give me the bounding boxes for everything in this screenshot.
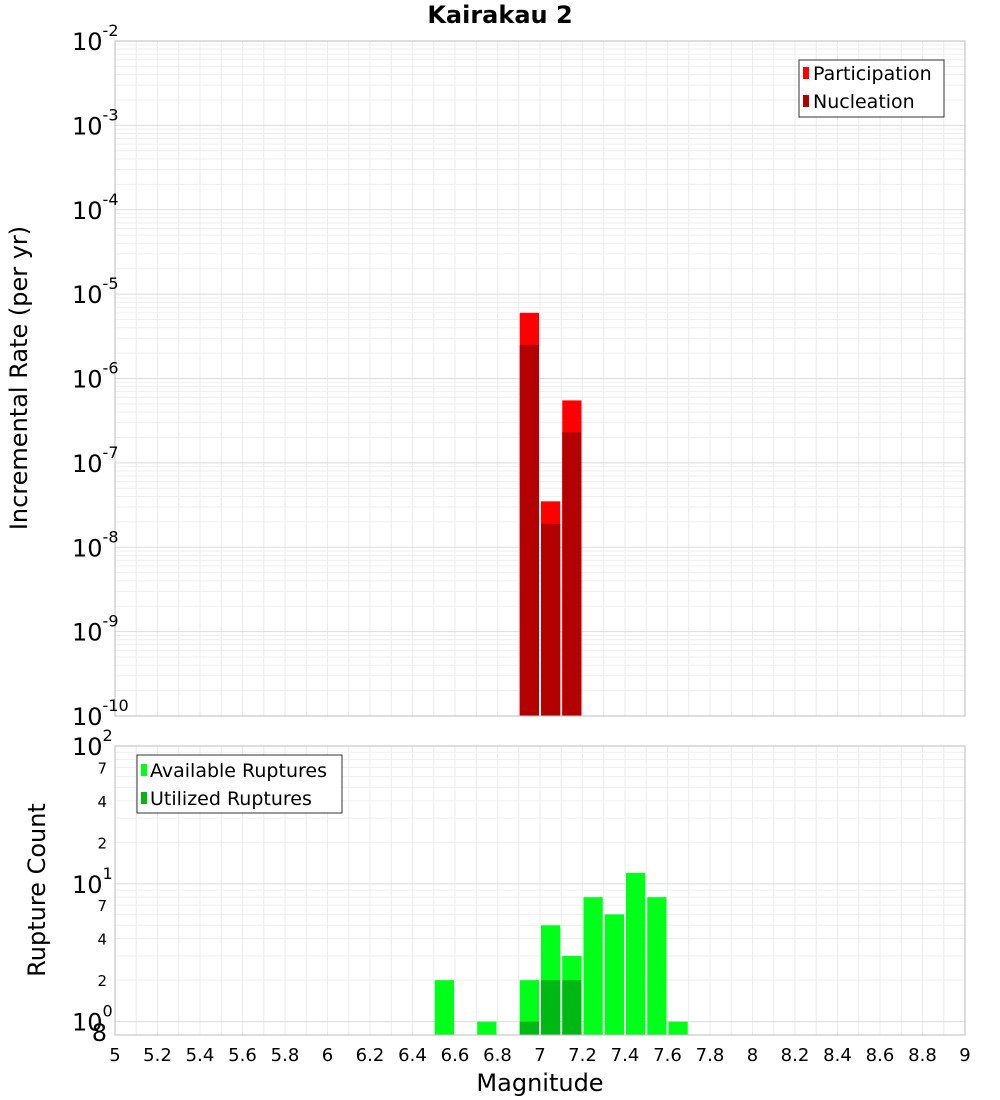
- bottom-y-minor-tick-label: 7: [97, 759, 107, 777]
- bottom-legend-label: Available Ruptures: [150, 760, 327, 782]
- top-gridlines: [114, 41, 966, 717]
- bottom-y-tick-label: 102: [72, 726, 113, 761]
- top-y-tick-label: 10-7: [72, 443, 119, 478]
- bottom-bar-utilized-ruptures: [519, 1021, 539, 1035]
- top-y-tick-label: 10-10: [72, 696, 129, 731]
- top-legend-label: Participation: [813, 63, 932, 85]
- top-y-tick-label: 10-3: [72, 105, 119, 140]
- top-panel: 10-10 10-9 10-8 10-7 10-6 10-5 10-4 10-3 10-2 In…: [5, 21, 966, 731]
- bottom-bar-available-ruptures: [583, 897, 603, 1035]
- bottom-bar-available-ruptures: [626, 872, 646, 1035]
- bottom-bar-available-ruptures: [647, 897, 667, 1035]
- bottom-bar-available-ruptures: [668, 1021, 688, 1035]
- bottom-y-tick-labels: 100 101 102 8 2 4 7 2 4 7: [72, 726, 113, 1047]
- top-y-axis-title: Incremental Rate (per yr): [5, 226, 33, 530]
- bottom-y-tick-label: 101: [72, 864, 113, 899]
- x-tick-label: 6.6: [441, 1045, 470, 1066]
- bottom-y-minor-tick-label: 4: [97, 931, 107, 949]
- bottom-legend: Available Ruptures Utilized Ruptures: [136, 754, 343, 814]
- chart-title: Kairakau 2: [427, 1, 572, 29]
- top-y-tick-label: 10-8: [72, 527, 119, 562]
- x-tick-label: 5.2: [143, 1045, 172, 1066]
- x-tick-labels: 5 5.2 5.4 5.6 5.8 6 6.2 6.4 6.6 6.8 7 7.2 7.4 7.6 7.8 8…: [109, 1045, 970, 1066]
- top-legend-label: Nucleation: [813, 91, 915, 113]
- bottom-legend-label: Utilized Ruptures: [150, 788, 312, 810]
- bottom-bar-available-ruptures: [434, 980, 454, 1035]
- x-tick-label: 7.6: [653, 1045, 682, 1066]
- bottom-y-axis-title: Rupture Count: [23, 803, 51, 977]
- x-tick-label: 6.4: [398, 1045, 427, 1066]
- x-tick-label: 6.2: [356, 1045, 385, 1066]
- x-tick-label: 5.6: [228, 1045, 257, 1066]
- top-y-tick-label: 10-2: [72, 21, 119, 56]
- bottom-bar-available-ruptures: [604, 914, 624, 1035]
- top-y-tick-label: 10-9: [72, 612, 119, 647]
- bottom-legend-swatch: [141, 764, 147, 776]
- top-bars: [519, 312, 582, 716]
- bottom-plot-frame: [114, 745, 966, 1036]
- top-legend-swatch: [803, 95, 809, 107]
- bottom-bar-utilized-ruptures: [541, 980, 561, 1035]
- x-tick-label: 5.4: [186, 1045, 215, 1066]
- x-tick-label: 8.2: [781, 1045, 810, 1066]
- top-y-tick-labels: 10-10 10-9 10-8 10-7 10-6 10-5 10-4 10-3 10-2: [72, 21, 129, 731]
- bottom-bars: [434, 872, 688, 1035]
- x-tick-label: 8: [747, 1045, 758, 1066]
- top-plot-frame: [114, 40, 966, 717]
- x-tick-label: 6: [322, 1045, 333, 1066]
- top-bar-nucleation: [562, 432, 582, 716]
- x-tick-label: 7: [534, 1045, 545, 1066]
- bottom-y-minor-tick-label: 2: [97, 972, 107, 990]
- bottom-panel: 100 101 102 8 2 4 7 2 4 7 5 5.2 5.4 5.6 5.8 6 6.2 6.4 6.6…: [23, 726, 971, 1097]
- top-y-tick-label: 10-5: [72, 274, 119, 309]
- x-tick-label: 7.4: [611, 1045, 640, 1066]
- bottom-y-minor-tick-label: 4: [97, 793, 107, 811]
- x-tick-label: 8.8: [908, 1045, 937, 1066]
- x-tick-label: 8.6: [866, 1045, 895, 1066]
- bottom-bar-utilized-ruptures: [562, 980, 582, 1035]
- top-legend-swatch: [803, 67, 809, 79]
- bottom-legend-swatch: [141, 792, 147, 804]
- x-tick-label: 6.8: [483, 1045, 512, 1066]
- x-tick-label: 5: [109, 1045, 120, 1066]
- x-axis-title: Magnitude: [476, 1069, 603, 1097]
- bottom-y-minor-tick-label: 8: [92, 1019, 107, 1047]
- top-y-tick-label: 10-4: [72, 190, 119, 225]
- bottom-y-tick-label: 100: [72, 1002, 113, 1037]
- bottom-y-minor-tick-label: 7: [97, 897, 107, 915]
- bottom-bar-available-ruptures: [477, 1021, 497, 1035]
- top-legend-box: [798, 59, 945, 118]
- x-tick-label: 7.2: [568, 1045, 597, 1066]
- x-tick-label: 7.8: [696, 1045, 725, 1066]
- bottom-y-minor-tick-label: 2: [97, 834, 107, 852]
- top-legend: Participation Nucleation: [798, 59, 945, 118]
- bottom-bar-available-ruptures: [519, 980, 539, 1035]
- x-tick-label: 5.8: [271, 1045, 300, 1066]
- top-bar-nucleation: [519, 344, 539, 716]
- x-tick-label: 9: [959, 1045, 970, 1066]
- top-y-tick-label: 10-6: [72, 359, 119, 394]
- bottom-legend-box: [136, 754, 343, 814]
- x-tick-label: 8.4: [823, 1045, 852, 1066]
- top-bar-nucleation: [541, 523, 561, 716]
